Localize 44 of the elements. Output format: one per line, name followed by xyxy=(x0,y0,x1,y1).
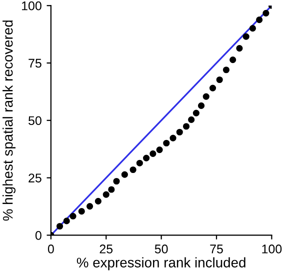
x-tick-label: 0 xyxy=(48,244,54,254)
point xyxy=(249,25,256,32)
point xyxy=(202,93,210,100)
point xyxy=(143,154,150,162)
point xyxy=(130,166,136,174)
point xyxy=(63,218,70,224)
point xyxy=(188,116,195,124)
point xyxy=(150,150,156,157)
point xyxy=(262,10,270,16)
point xyxy=(230,56,236,64)
point xyxy=(182,123,190,130)
point xyxy=(163,140,170,146)
point xyxy=(56,222,64,230)
point xyxy=(70,212,76,220)
point xyxy=(170,134,176,142)
x-tick-label: 75 xyxy=(210,244,223,254)
point xyxy=(121,171,128,178)
point xyxy=(156,146,163,154)
point xyxy=(192,110,200,116)
point xyxy=(216,76,223,84)
y-tick-label: 50 xyxy=(28,116,42,126)
point xyxy=(209,84,216,92)
x-tick-label: 50 xyxy=(154,244,168,254)
x-tick-label: 25 xyxy=(100,244,113,254)
point xyxy=(102,191,110,198)
point xyxy=(256,16,263,24)
point xyxy=(176,128,183,136)
point xyxy=(113,178,120,185)
y-tick-label: 0 xyxy=(35,231,42,240)
point xyxy=(78,208,85,215)
point xyxy=(242,33,250,40)
point xyxy=(236,45,243,52)
point xyxy=(108,186,115,193)
y-axis-title: % highest spatial rank recovered xyxy=(2,20,16,221)
point xyxy=(198,102,205,109)
y-tick-label: 25 xyxy=(28,174,42,182)
point xyxy=(222,66,230,74)
y-tick-label: 75 xyxy=(28,58,42,68)
point xyxy=(86,202,94,210)
y-tick-label: 100 xyxy=(22,1,42,10)
point xyxy=(94,198,102,205)
point xyxy=(136,160,143,166)
x-axis-title: % expression rank included xyxy=(76,257,246,270)
x-tick-label: 100 xyxy=(262,244,282,254)
